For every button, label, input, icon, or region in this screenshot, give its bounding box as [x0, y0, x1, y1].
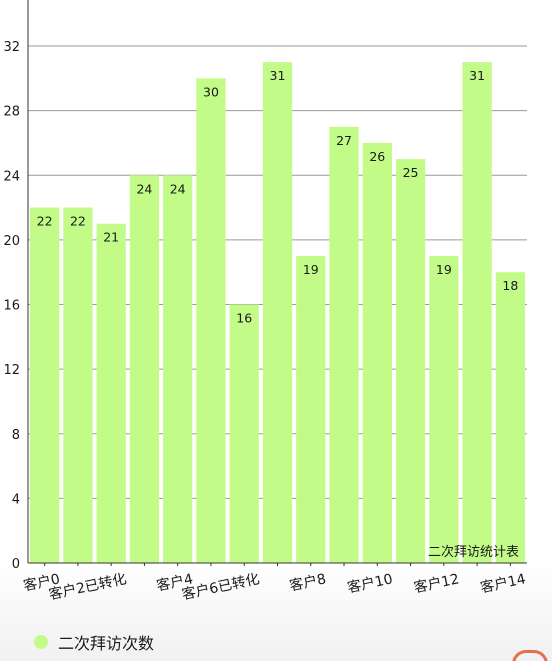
data-labels: 22 22 21 24 24 30 16 31 19 27 26 25 19 31 18 — [37, 68, 519, 325]
x-tick-label: 客户14 — [479, 570, 527, 596]
y-tick-label: 20 — [3, 234, 20, 249]
bar — [262, 62, 293, 563]
bar-value-label: 19 — [303, 262, 319, 277]
bar — [495, 272, 525, 563]
bar — [63, 207, 93, 563]
bar — [96, 223, 126, 563]
bar-value-label: 19 — [436, 262, 452, 277]
bar-value-label: 21 — [103, 230, 119, 245]
x-tick-label: 客户10 — [346, 570, 394, 596]
bar-value-label: 31 — [270, 68, 286, 83]
y-tick-label: 12 — [3, 363, 20, 378]
bar-value-label: 27 — [336, 133, 352, 148]
y-tick-label: 16 — [3, 299, 20, 314]
bar — [129, 175, 160, 563]
bar — [362, 142, 392, 563]
y-tick-label: 8 — [12, 428, 20, 443]
bar-value-label: 18 — [502, 278, 518, 293]
bar — [329, 126, 359, 563]
bar — [296, 256, 326, 563]
legend: 二次拜访次数 — [34, 630, 154, 654]
bar — [462, 62, 492, 563]
bar — [229, 304, 259, 563]
legend-swatch — [34, 635, 48, 649]
bar-value-label: 30 — [203, 84, 219, 99]
y-tick-label: 0 — [12, 557, 20, 572]
legend-label: 二次拜访次数 — [58, 634, 155, 653]
bar-value-label: 24 — [170, 181, 186, 196]
bar — [30, 207, 60, 563]
bar-value-label: 24 — [136, 181, 152, 196]
bar-value-label: 22 — [37, 214, 53, 229]
bar-value-label: 26 — [369, 149, 385, 164]
y-tick-label: 4 — [12, 492, 20, 507]
y-tick-label: 32 — [3, 40, 20, 55]
bar-value-label: 16 — [236, 311, 252, 326]
x-tick-label: 客户12 — [412, 570, 460, 596]
x-tick-label: 客户6已转化 — [180, 570, 261, 603]
bar-value-label: 22 — [70, 214, 86, 229]
x-tick-label: 客户8 — [288, 570, 328, 594]
bar-value-label: 25 — [403, 165, 419, 180]
chart-annotation: 二次拜访统计表 — [428, 544, 519, 560]
bar — [196, 78, 226, 563]
bar-group — [30, 62, 525, 563]
y-tick-label: 24 — [3, 169, 20, 184]
bar — [429, 256, 459, 563]
bar — [395, 159, 426, 563]
bar — [163, 175, 193, 563]
x-tick-label: 客户2已转化 — [47, 570, 128, 603]
y-tick-label: 28 — [3, 105, 20, 120]
bar-value-label: 31 — [469, 68, 485, 83]
